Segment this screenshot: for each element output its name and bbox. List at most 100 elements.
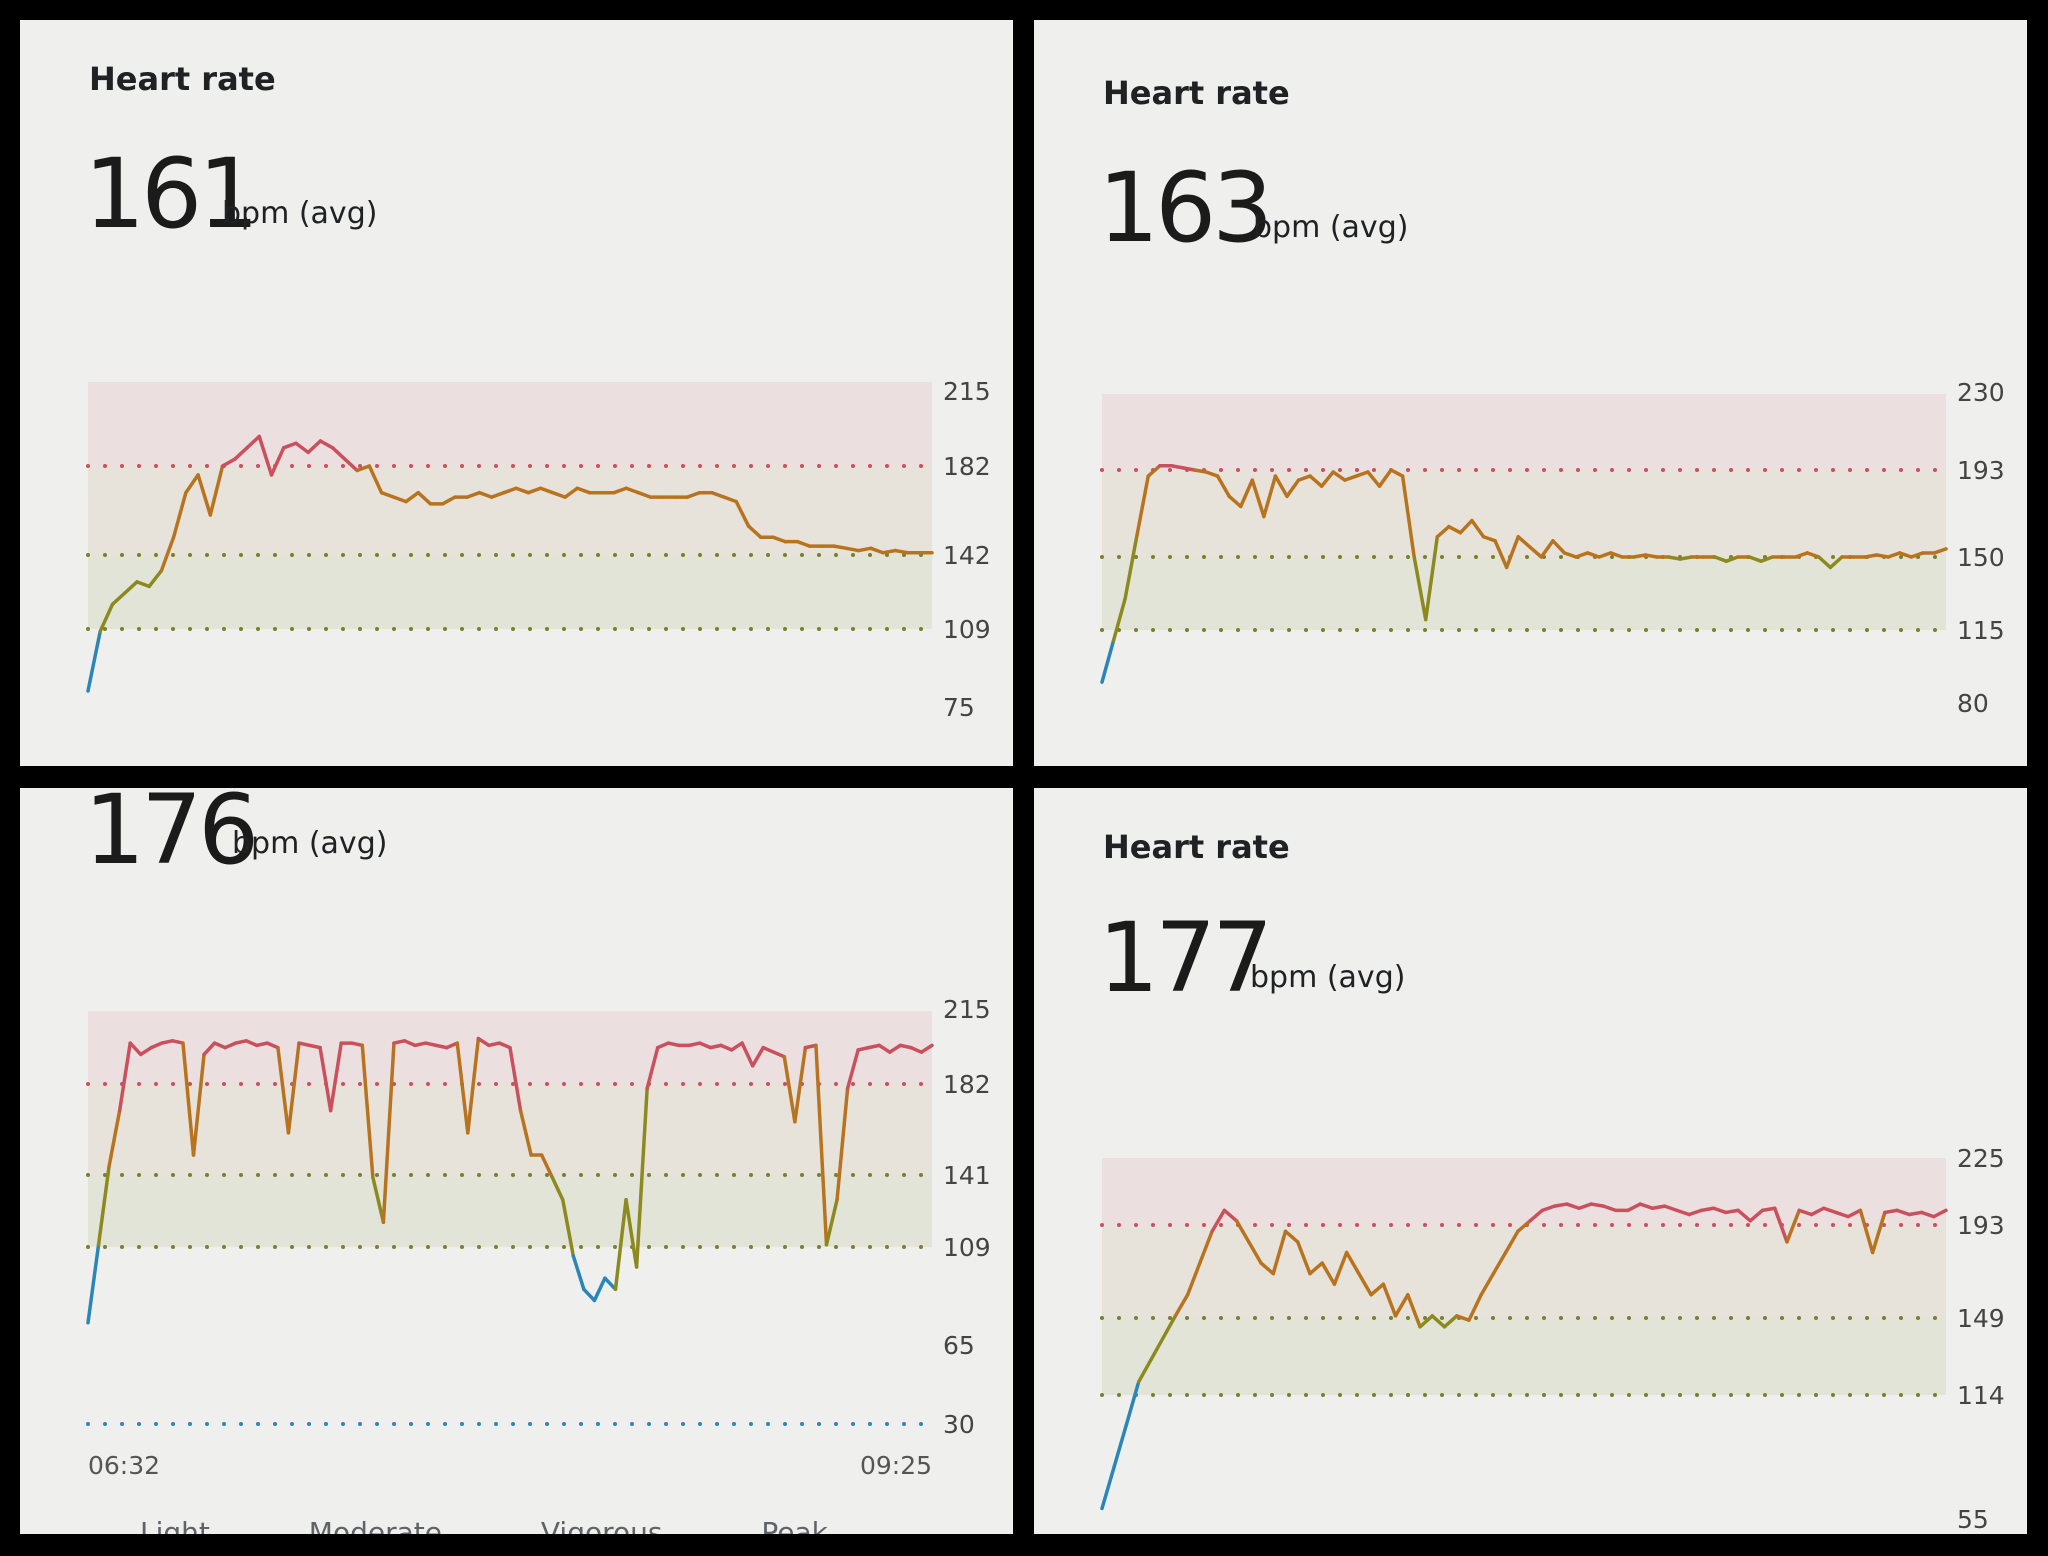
heart-rate-line-segment xyxy=(1134,474,1150,539)
heart-rate-line-segment xyxy=(1577,1202,1594,1210)
heart-rate-line-segment xyxy=(1870,1210,1887,1255)
heart-rate-line-segment xyxy=(1344,1250,1361,1276)
heart-rate-line-segment xyxy=(1185,1261,1202,1297)
avg-bpm-unit: bpm (avg) xyxy=(232,826,388,861)
heart-rate-line-segment xyxy=(440,495,457,506)
heart-rate-line-segment xyxy=(856,546,873,553)
heart-rate-line-segment xyxy=(307,1043,322,1050)
heart-rate-line-segment xyxy=(1247,1240,1263,1265)
heart-rate-line-segment xyxy=(1442,1314,1459,1329)
heart-rate-line-segment xyxy=(343,457,359,473)
heart-rate-line-segment xyxy=(844,546,861,553)
heart-rate-line-segment xyxy=(613,1198,628,1292)
heart-rate-line-segment xyxy=(1597,551,1613,559)
heart-rate-line-segment xyxy=(1332,1250,1349,1286)
heart-rate-line-segment xyxy=(1430,1314,1447,1329)
heart-rate-line-segment xyxy=(184,473,200,495)
heart-rate-line-segment xyxy=(379,490,396,499)
heart-rate-line-segment xyxy=(170,1039,185,1045)
heart-rate-line-segment xyxy=(139,1045,154,1057)
heart-rate-line-segment xyxy=(1271,1229,1288,1276)
heart-rate-line-segment xyxy=(571,1254,586,1292)
heart-rate-line-segment xyxy=(1447,524,1463,535)
y-tick-label: 115 xyxy=(1957,616,2005,645)
heart-rate-line-segment xyxy=(423,1041,438,1048)
heart-rate-line-segment xyxy=(1540,1204,1557,1213)
heart-rate-line-segment xyxy=(1748,1208,1765,1223)
heart-rate-line-segment xyxy=(110,591,127,607)
heart-rate-line-segment xyxy=(719,1043,734,1052)
y-tick-label: 230 xyxy=(1957,378,2005,407)
heart-rate-chart: 230 193 150 115 80 xyxy=(1100,378,2005,718)
heart-rate-line-segment xyxy=(135,580,151,589)
zone-band-moderate xyxy=(88,555,932,629)
heart-rate-line-segment xyxy=(497,1041,512,1050)
y-tick-label: 182 xyxy=(943,1070,991,1099)
heart-rate-line-segment xyxy=(208,464,225,517)
heart-rate-line-segment xyxy=(191,1052,206,1157)
heart-rate-line-segment xyxy=(1601,1204,1618,1213)
heart-rate-line-segment xyxy=(476,1036,491,1048)
heart-rate-line-segment xyxy=(160,1039,175,1045)
heart-rate-line-segment xyxy=(328,1041,343,1113)
heart-rate-line-segment xyxy=(888,1043,903,1054)
heart-rate-line-segment xyxy=(286,1041,301,1135)
heart-rate-line-segment xyxy=(1320,1261,1337,1286)
heart-rate-line-segment xyxy=(1406,1293,1422,1329)
y-tick-label: 141 xyxy=(943,1161,991,1190)
heart-rate-line-segment xyxy=(1192,468,1208,474)
heart-rate-line-segment xyxy=(1470,518,1486,539)
heart-rate-line-segment xyxy=(1100,638,1116,684)
heart-rate-line-segment xyxy=(489,490,506,499)
heart-rate-line-segment xyxy=(1608,551,1625,559)
y-tick-label: 55 xyxy=(1957,1505,1989,1534)
heart-rate-line-segment xyxy=(1366,470,1382,488)
heart-rate-line-segment xyxy=(1283,1229,1300,1244)
heart-rate-line-segment xyxy=(1589,1202,1606,1208)
heart-rate-line-segment xyxy=(1643,553,1659,559)
heart-rate-line-segment xyxy=(1919,1210,1936,1219)
heart-rate-line-segment xyxy=(514,486,531,495)
heart-rate-chart: 215 182 141 109 65 30 06:32 09:25 xyxy=(86,995,991,1480)
heart-rate-line-segment xyxy=(518,1108,533,1157)
heart-rate-line-segment xyxy=(220,457,237,468)
legend-moderate: Moderate xyxy=(308,1516,442,1534)
heart-rate-line-segment xyxy=(1687,1208,1704,1217)
y-tick-label: 114 xyxy=(1957,1381,2005,1410)
heart-rate-line-segment xyxy=(196,473,213,517)
heart-rate-line-segment xyxy=(845,1048,860,1091)
heart-rate-line-segment xyxy=(708,1043,723,1050)
legend-vigorous: Vigorous xyxy=(540,1516,663,1534)
heart-rate-line-segment xyxy=(281,441,298,450)
heart-rate-line-segment xyxy=(1552,1202,1569,1208)
heart-rate-line-segment xyxy=(1817,555,1833,570)
heart-rate-line-segment xyxy=(1331,470,1347,482)
heart-rate-line-segment xyxy=(1585,551,1601,559)
heart-rate-line-segment xyxy=(392,495,408,504)
heart-rate-line-segment xyxy=(367,464,384,495)
heart-rate-line-segment xyxy=(487,1041,502,1048)
heart-rate-line-segment xyxy=(1932,547,1948,555)
heart-rate-line-segment xyxy=(698,1041,713,1050)
heart-rate-line-segment xyxy=(898,1043,913,1050)
heart-rate-line-segment xyxy=(265,1041,280,1050)
heart-rate-line-segment xyxy=(1504,535,1520,570)
x-end-label: 09:25 xyxy=(860,1451,932,1480)
avg-bpm-unit: bpm (avg) xyxy=(222,196,378,231)
heart-rate-line-segment xyxy=(893,548,910,555)
heart-rate-line-segment xyxy=(1724,1208,1740,1215)
heart-rate-line-segment xyxy=(86,1243,101,1325)
heart-rate-line-segment xyxy=(909,1045,924,1054)
heart-rate-line-segment xyxy=(1481,535,1497,543)
heart-rate-line-segment xyxy=(122,580,139,595)
heart-rate-line-segment xyxy=(526,486,543,495)
heart-rate-line-segment xyxy=(1650,1204,1667,1210)
heart-rate-line-segment xyxy=(1503,1229,1520,1255)
heart-rate-line-segment xyxy=(592,1276,607,1303)
heart-rate-chart: 215 182 142 109 75 xyxy=(86,377,991,722)
heart-rate-line-segment xyxy=(856,1045,871,1052)
heart-rate-line-segment xyxy=(233,446,249,461)
heart-rate-line-segment xyxy=(1909,551,1925,559)
zone-band-vigorous xyxy=(1102,1225,1946,1318)
heart-rate-line-segment xyxy=(1215,474,1231,499)
